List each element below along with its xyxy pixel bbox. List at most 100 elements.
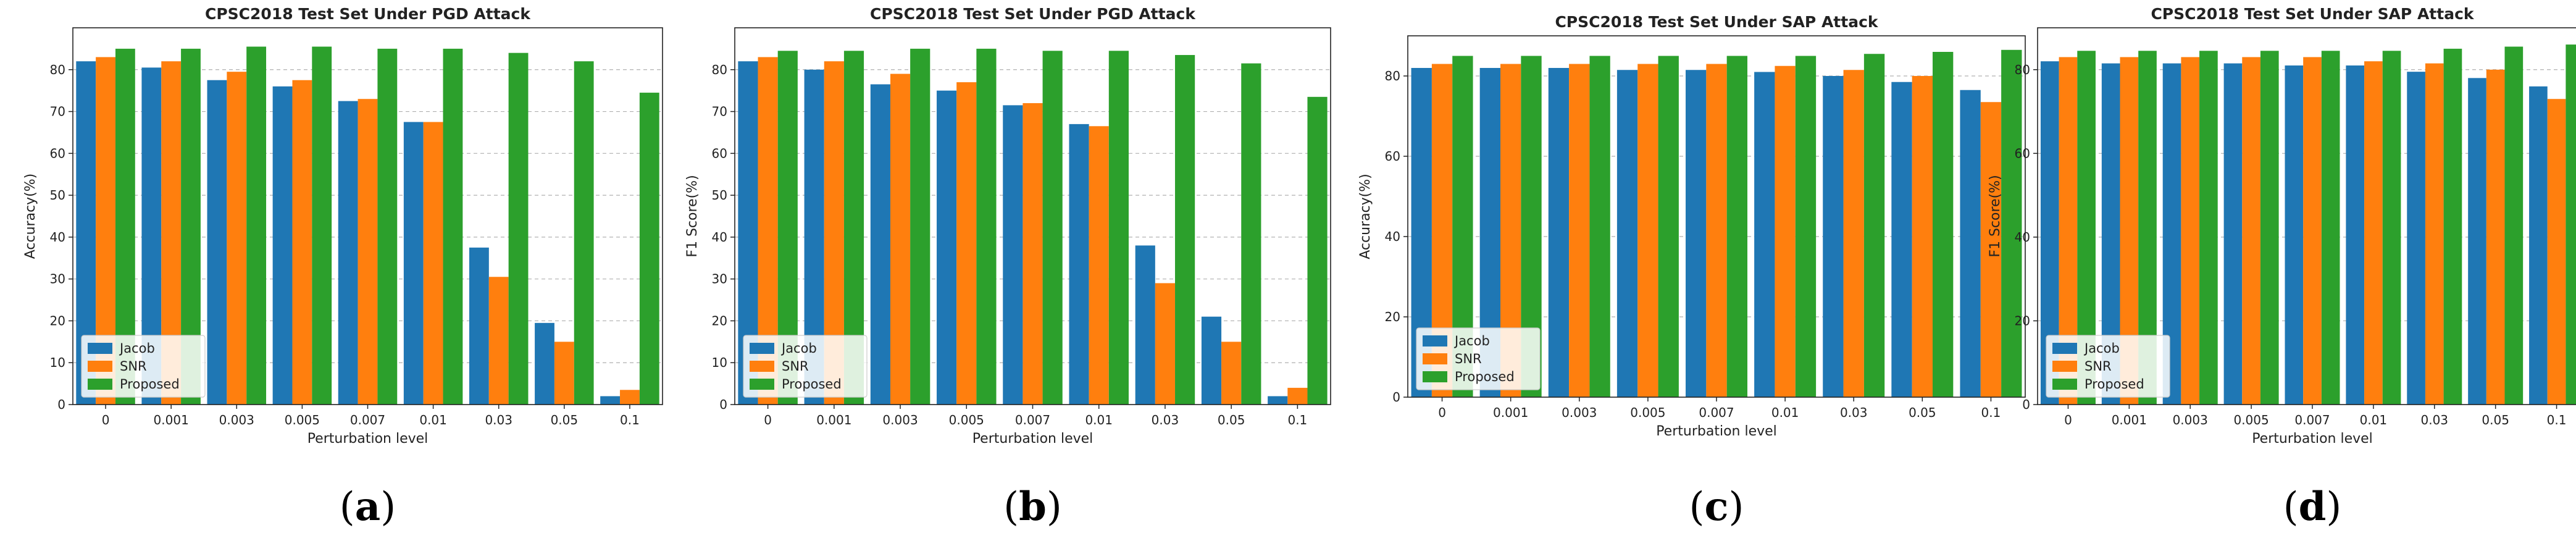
- y-axis-label: F1 Score(%): [685, 175, 700, 257]
- x-tick-label: 0.005: [1630, 405, 1665, 420]
- bar-snr-0.1: [1287, 387, 1308, 405]
- x-axis-label: Perturbation level: [972, 431, 1094, 447]
- bar-proposed-0.005: [976, 48, 997, 405]
- y-tick-label: 20: [1385, 309, 1400, 324]
- y-tick-label: 50: [50, 188, 65, 203]
- chart-title: CPSC2018 Test Set Under SAP Attack: [1555, 13, 1878, 31]
- x-tick-label: 0.003: [882, 413, 918, 427]
- bar-proposed-0.1: [1307, 96, 1328, 405]
- legend-swatch-proposed: [2052, 379, 2077, 390]
- x-tick-label: 0.01: [2360, 413, 2388, 427]
- bar-jacob-0.05: [1891, 82, 1912, 397]
- bar-jacob-0.1: [1960, 90, 1981, 397]
- x-tick-label: 0.05: [1218, 413, 1245, 427]
- legend-label-snr: SNR: [782, 359, 809, 374]
- chart-title: CPSC2018 Test Set Under PGD Attack: [870, 5, 1196, 23]
- legend-swatch-snr: [1423, 353, 1447, 364]
- legend-label-proposed: Proposed: [1455, 369, 1515, 384]
- y-tick-label: 0: [57, 397, 65, 412]
- legend-label-proposed: Proposed: [120, 377, 180, 392]
- y-tick-label: 70: [50, 104, 65, 119]
- chart-title: CPSC2018 Test Set Under PGD Attack: [205, 5, 531, 23]
- bar-jacob-0.005: [1616, 70, 1638, 397]
- x-tick-label: 0.1: [1287, 413, 1307, 427]
- bar-jacob-0.003: [207, 80, 227, 405]
- legend-label-snr: SNR: [120, 359, 147, 374]
- x-tick-label: 0.005: [2233, 413, 2269, 427]
- caption-paren: ): [380, 484, 396, 530]
- y-tick-label: 0: [2022, 397, 2030, 412]
- x-tick-label: 0.003: [2173, 413, 2208, 427]
- legend-label-jacob: Jacob: [2083, 341, 2120, 356]
- x-tick-label: 0.007: [1015, 413, 1050, 427]
- x-tick-label: 0.03: [485, 413, 512, 427]
- caption-paren: (: [1003, 484, 1019, 530]
- x-tick-label: 0.01: [1771, 405, 1799, 420]
- bar-snr-0.007: [2303, 57, 2322, 405]
- x-tick-label: 0: [2064, 413, 2072, 427]
- y-axis-label: Accuracy(%): [23, 174, 38, 259]
- bar-jacob-0.01: [1069, 124, 1089, 405]
- bar-snr-0.003: [227, 72, 247, 405]
- plot-frame: [734, 27, 1331, 405]
- y-tick-label: 50: [712, 188, 727, 203]
- bar-proposed-0.005: [312, 46, 332, 405]
- x-tick-label: 0.1: [2547, 413, 2567, 427]
- legend-swatch-proposed: [88, 379, 112, 390]
- bar-proposed-0.01: [443, 48, 463, 405]
- bar-snr-0.01: [1089, 126, 1109, 405]
- bar-jacob-0.01: [1754, 72, 1775, 397]
- bar-snr-0.03: [1843, 70, 1864, 397]
- bar-proposed-0.005: [2260, 51, 2279, 405]
- y-tick-label: 40: [2015, 230, 2030, 245]
- caption-paren: ): [2326, 484, 2341, 530]
- bar-proposed-0.05: [2504, 46, 2524, 405]
- bar-proposed-0.1: [2001, 49, 2022, 397]
- y-tick-label: 80: [712, 62, 727, 77]
- x-tick-label: 0.03: [1840, 405, 1868, 420]
- y-axis-label: Accuracy(%): [1358, 174, 1373, 259]
- x-axis-label: Perturbation level: [2252, 431, 2373, 447]
- x-tick-label: 0.05: [1909, 405, 1936, 420]
- bar-proposed-0.003: [246, 46, 267, 405]
- bar-proposed-0.01: [1795, 56, 1817, 397]
- legend-swatch-proposed: [1423, 371, 1447, 382]
- bar-snr-0.01: [1775, 65, 1796, 397]
- bar-proposed-0.007: [377, 48, 398, 405]
- y-tick-label: 10: [50, 355, 65, 370]
- y-tick-label: 60: [712, 146, 727, 161]
- bar-jacob-0.03: [1135, 245, 1155, 405]
- x-tick-label: 0: [764, 413, 772, 427]
- y-tick-label: 80: [1385, 69, 1400, 83]
- y-tick-label: 60: [2015, 146, 2030, 161]
- chart-panel-a: CPSC2018 Test Set Under PGD Attack 0 10 20 3…: [23, 5, 663, 530]
- y-tick-label: 30: [712, 272, 727, 287]
- bar-proposed-0.03: [1175, 55, 1195, 405]
- panel-caption: (b): [1003, 484, 1062, 530]
- x-tick-label: 0.1: [1981, 405, 2001, 420]
- bar-snr-0.1: [620, 390, 640, 405]
- bar-jacob-0.007: [1003, 105, 1023, 405]
- y-axis-label: F1 Score(%): [1988, 175, 2003, 257]
- bar-jacob-0.007: [338, 101, 358, 405]
- x-tick-label: 0.05: [551, 413, 579, 427]
- chart-panel-b: CPSC2018 Test Set Under PGD Attack 0 10 20 3…: [685, 5, 1331, 530]
- x-tick-label: 0.003: [1562, 405, 1597, 420]
- bar-jacob-0.005: [2223, 63, 2243, 405]
- caption-paren: (: [340, 484, 355, 530]
- plot-frame: [2037, 27, 2576, 405]
- x-tick-label: 0.001: [1493, 405, 1528, 420]
- legend-label-proposed: Proposed: [2085, 377, 2144, 392]
- bar-snr-0.005: [2242, 57, 2260, 405]
- caption-paren: ): [1047, 484, 1062, 530]
- y-tick-label: 60: [1385, 149, 1400, 164]
- bar-jacob-0.05: [1201, 316, 1222, 405]
- y-tick-label: 20: [2015, 313, 2030, 328]
- bar-jacob-0.05: [535, 322, 554, 405]
- caption-paren: (: [1689, 484, 1705, 530]
- x-tick-label: 0.005: [949, 413, 984, 427]
- bar-proposed-0.007: [2321, 51, 2340, 405]
- x-tick-label: 0.001: [816, 413, 851, 427]
- panel-caption: (c): [1689, 484, 1744, 530]
